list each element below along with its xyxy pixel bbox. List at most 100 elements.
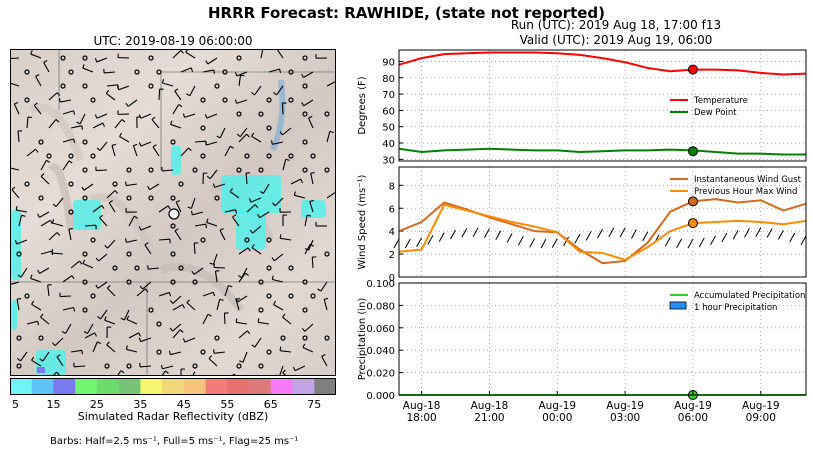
- wind-barb: [721, 232, 728, 243]
- wind-barb: [282, 372, 287, 375]
- wind-barb-flag: [124, 238, 127, 243]
- wind-barb: [172, 304, 183, 311]
- y-axis-label: Precipitation (in): [357, 298, 368, 381]
- legend-swatch: [669, 301, 687, 310]
- wind-barb-flag: [61, 330, 66, 334]
- calm-wind-circle: [82, 307, 88, 313]
- x-tick-label: Aug-19: [606, 400, 644, 412]
- reflectivity-map[interactable]: [10, 49, 336, 376]
- wind-barb: [789, 232, 796, 243]
- wind-barb-flag: [317, 288, 322, 292]
- wind-barb-flag: [179, 329, 184, 333]
- wind-barb-flag: [39, 358, 44, 362]
- station-marker: [168, 208, 180, 220]
- wind-barb-flag: [37, 213, 40, 218]
- wind-barb: [99, 141, 108, 151]
- colorbar-swatch: [314, 378, 336, 394]
- wind-barb: [238, 330, 248, 339]
- calm-wind-circle: [156, 349, 162, 355]
- calm-wind-circle: [280, 335, 286, 341]
- calm-wind-circle: [68, 69, 74, 75]
- wind-barb-flag: [133, 143, 138, 147]
- calm-wind-circle: [200, 349, 206, 355]
- wind-barb-flag: [151, 116, 156, 121]
- wind-barb-flag: [190, 67, 194, 72]
- calm-wind-circle: [82, 139, 88, 145]
- wind-barb: [189, 85, 196, 96]
- wind-barb: [62, 160, 70, 171]
- wind-barb: [158, 291, 170, 297]
- wind-barb: [311, 256, 314, 269]
- wind-barb: [158, 88, 161, 101]
- wind-barb: [529, 238, 536, 248]
- wind-barb-flag: [235, 209, 238, 214]
- wind-barb-flag: [11, 186, 16, 191]
- current-value-marker: [687, 146, 698, 157]
- wind-barb-flag: [174, 228, 179, 232]
- page-title: HRRR Forecast: RAWHIDE, (state not repor…: [207, 4, 606, 22]
- wind-barb: [43, 62, 50, 73]
- calm-wind-circle: [170, 251, 176, 257]
- calm-wind-circle: [266, 125, 272, 131]
- wind-barb: [172, 295, 182, 304]
- wind-barb-flag: [257, 318, 260, 323]
- wind-barb-flag: [59, 98, 61, 103]
- wind-barb-flag: [186, 299, 190, 304]
- wind-barb: [238, 75, 242, 87]
- wind-barb: [84, 224, 97, 227]
- wind-barb: [495, 230, 502, 240]
- calm-wind-circle: [288, 265, 294, 271]
- wind-barb: [70, 349, 82, 353]
- current-value-marker: [687, 196, 698, 207]
- wind-barb-flag: [68, 228, 73, 230]
- x-tick-label: Aug-19: [538, 400, 576, 412]
- wind-barb: [11, 189, 20, 199]
- wind-barb: [438, 232, 445, 242]
- calm-wind-circle: [148, 55, 154, 61]
- y-tick-label: 0.000: [366, 391, 395, 402]
- calm-wind-circle: [170, 223, 176, 229]
- radar-echo: [37, 367, 45, 373]
- wind-barb-flag: [81, 186, 85, 191]
- wind-barb: [251, 247, 262, 255]
- calm-wind-circle: [170, 195, 176, 201]
- calm-wind-circle: [126, 363, 132, 369]
- x-tick-label: 18:00: [406, 412, 436, 424]
- wind-barb: [192, 211, 204, 216]
- wind-barb: [326, 131, 331, 143]
- wind-barb: [11, 281, 20, 285]
- wind-barb-flag: [246, 133, 250, 138]
- wind-barb-flag: [79, 260, 83, 265]
- wind-barb-flag: [97, 341, 102, 345]
- wind-barb-flag: [96, 147, 101, 151]
- wind-barb-flag: [245, 272, 249, 276]
- wind-barb-flag: [120, 370, 125, 374]
- calm-wind-circle: [288, 293, 294, 299]
- map-canvas: [11, 50, 335, 375]
- current-value-marker: [687, 218, 698, 229]
- wind-barb: [241, 267, 248, 278]
- wind-barb-flag: [114, 190, 119, 194]
- wind-barb: [99, 217, 108, 227]
- calm-wind-circle: [200, 125, 206, 131]
- wind-barb: [239, 127, 248, 138]
- wind-barb-flag: [302, 343, 306, 348]
- calm-wind-circle: [90, 153, 96, 159]
- wind-barb: [53, 371, 58, 375]
- calm-wind-circle: [16, 251, 22, 257]
- wind-barb: [128, 216, 135, 227]
- wind-barb: [393, 238, 400, 249]
- calm-wind-circle: [214, 195, 220, 201]
- wind-barb-flag: [46, 159, 51, 163]
- wind-barb: [294, 365, 306, 372]
- colorbar-swatch: [31, 378, 54, 394]
- wind-barb-flag: [52, 203, 57, 207]
- wind-barb: [106, 287, 116, 297]
- radar-echo: [221, 175, 281, 213]
- wind-barb: [162, 365, 174, 370]
- wind-barb: [207, 57, 218, 65]
- calm-wind-circle: [170, 139, 176, 145]
- series-line-1: [398, 147, 806, 156]
- colorbar-tick-label: 5: [12, 398, 19, 410]
- wind-barb: [184, 113, 196, 118]
